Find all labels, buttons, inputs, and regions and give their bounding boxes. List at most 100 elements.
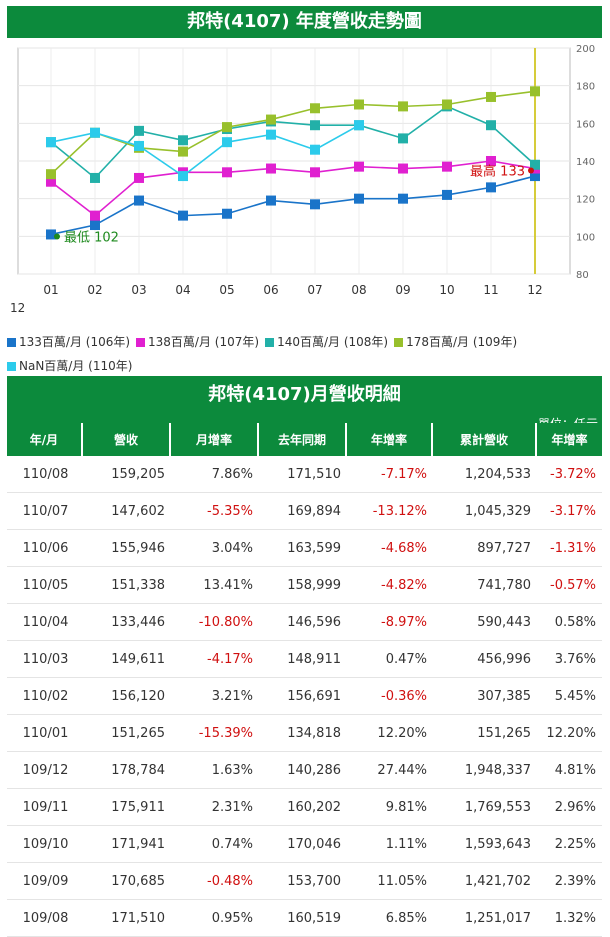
y-tick-label: 80: [576, 270, 589, 281]
table-cell: 110/07: [7, 493, 83, 530]
table-cell: 134,818: [259, 715, 347, 752]
table-cell: 171,510: [259, 456, 347, 493]
table-cell: 2.39%: [537, 863, 602, 900]
table-cell: 109/11: [7, 789, 83, 826]
data-point: [530, 171, 540, 182]
data-point: [530, 86, 540, 97]
col-header-cum-yoy: 年增率: [537, 423, 602, 456]
data-point: [310, 167, 320, 178]
data-point: [398, 193, 408, 204]
table-cell: 110/03: [7, 641, 83, 678]
table-cell: 158,999: [259, 567, 347, 604]
data-point: [90, 210, 100, 221]
table-row: 109/12 178,784 1.63% 140,286 27.44% 1,948,337…: [7, 752, 602, 789]
data-point: [134, 125, 144, 136]
legend-swatch: [7, 338, 16, 347]
table-cell: 133,446: [83, 604, 171, 641]
data-point: [46, 137, 56, 148]
col-header-mom: 月增率: [171, 423, 259, 456]
line-chart: 80 100 120 140 160 180 200 01 02 03 04 05 06 07 08 09 10…: [0, 38, 610, 300]
table-row: 110/02 156,120 3.21% 156,691 -0.36% 307,385 5.…: [7, 678, 602, 715]
table-row: 110/08 159,205 7.86% 171,510 -7.17% 1,204,533…: [7, 456, 602, 493]
col-header-year-month: 年/月: [7, 423, 83, 456]
series-line: [50, 90, 536, 175]
table-cell: -13.12%: [347, 493, 433, 530]
table-row: 109/11 175,911 2.31% 160,202 9.81% 1,769,553 2…: [7, 789, 602, 826]
legend-item[interactable]: NaN百萬/月 (110年): [7, 354, 132, 378]
table-row: 110/07 147,602 -5.35% 169,894 -13.12% 1,045,3…: [7, 493, 602, 530]
legend-item[interactable]: 133百萬/月 (106年): [7, 330, 130, 354]
table-cell: 155,946: [83, 530, 171, 567]
data-point: [222, 208, 232, 219]
table-cell: 110/04: [7, 604, 83, 641]
chart-svg: 80 100 120 140 160 180 200 01 02 03 04 05 06 07 08 09 10…: [17, 44, 595, 297]
data-point: [178, 135, 188, 146]
table-cell: 2.25%: [537, 826, 602, 863]
table-cell: -8.97%: [347, 604, 433, 641]
table-cell: 0.58%: [537, 604, 602, 641]
table-cell: -7.17%: [347, 456, 433, 493]
x-tick-label: 03: [131, 283, 146, 297]
table-cell: 0.95%: [171, 900, 259, 937]
col-header-cumulative: 累計營收: [433, 423, 537, 456]
table-cell: 1,769,553: [433, 789, 537, 826]
table-cell: 3.04%: [171, 530, 259, 567]
data-point: [134, 172, 144, 183]
data-point: [354, 120, 364, 131]
data-point: [442, 161, 452, 172]
table-cell: 1.32%: [537, 900, 602, 937]
table-title: 邦特(4107)月營收明細: [7, 376, 602, 414]
legend-item[interactable]: 178百萬/月 (109年): [394, 330, 517, 354]
data-point: [398, 133, 408, 144]
table-cell: 1.11%: [347, 826, 433, 863]
table-cell: 169,894: [259, 493, 347, 530]
table-cell: 12.20%: [347, 715, 433, 752]
table-cell: 160,202: [259, 789, 347, 826]
data-point: [486, 182, 496, 193]
min-marker: [54, 233, 60, 240]
table-cell: 1,204,533: [433, 456, 537, 493]
table-cell: 159,205: [83, 456, 171, 493]
x-tick-label: 12: [527, 283, 542, 297]
data-point: [178, 171, 188, 182]
table-cell: 7.86%: [171, 456, 259, 493]
table-cell: -10.80%: [171, 604, 259, 641]
x-tick-label: 07: [307, 283, 322, 297]
x-tick-label: 08: [351, 283, 366, 297]
max-annotation: 最高 133: [470, 164, 525, 180]
table-cell: 1.63%: [171, 752, 259, 789]
legend-swatch: [265, 338, 275, 347]
table-row: 110/03 149,611 -4.17% 148,911 0.47% 456,996 3.…: [7, 641, 602, 678]
y-tick-label: 120: [576, 195, 595, 206]
table-cell: -3.17%: [537, 493, 602, 530]
x-tick-label: 05: [219, 283, 234, 297]
table-cell: 13.41%: [171, 567, 259, 604]
table-cell: 9.81%: [347, 789, 433, 826]
table-cell: 456,996: [433, 641, 537, 678]
table-cell: 151,338: [83, 567, 171, 604]
table-cell: 741,780: [433, 567, 537, 604]
table-cell: 12.20%: [537, 715, 602, 752]
table-cell: -5.35%: [171, 493, 259, 530]
table-cell: 109/08: [7, 900, 83, 937]
table-header-row: 年/月 營收 月增率 去年同期 年增率 累計營收 年增率: [7, 423, 602, 456]
data-point: [222, 122, 232, 133]
table-cell: -1.31%: [537, 530, 602, 567]
y-tick-label: 180: [576, 82, 595, 93]
data-point: [266, 163, 276, 174]
data-point: [222, 167, 232, 178]
data-point: [442, 99, 452, 110]
legend-item[interactable]: 138百萬/月 (107年): [136, 330, 259, 354]
legend-label: 178百萬/月 (109年): [406, 335, 518, 349]
table-cell: 2.96%: [537, 789, 602, 826]
table-cell: 3.21%: [171, 678, 259, 715]
col-header-revenue: 營收: [83, 423, 171, 456]
table-cell: -0.48%: [171, 863, 259, 900]
legend-item[interactable]: 140百萬/月 (108年): [265, 330, 388, 354]
table-cell: -4.68%: [347, 530, 433, 567]
data-point: [310, 103, 320, 114]
series-line: [50, 105, 536, 180]
table-cell: 110/01: [7, 715, 83, 752]
table-cell: 146,596: [259, 604, 347, 641]
table-cell: 170,685: [83, 863, 171, 900]
